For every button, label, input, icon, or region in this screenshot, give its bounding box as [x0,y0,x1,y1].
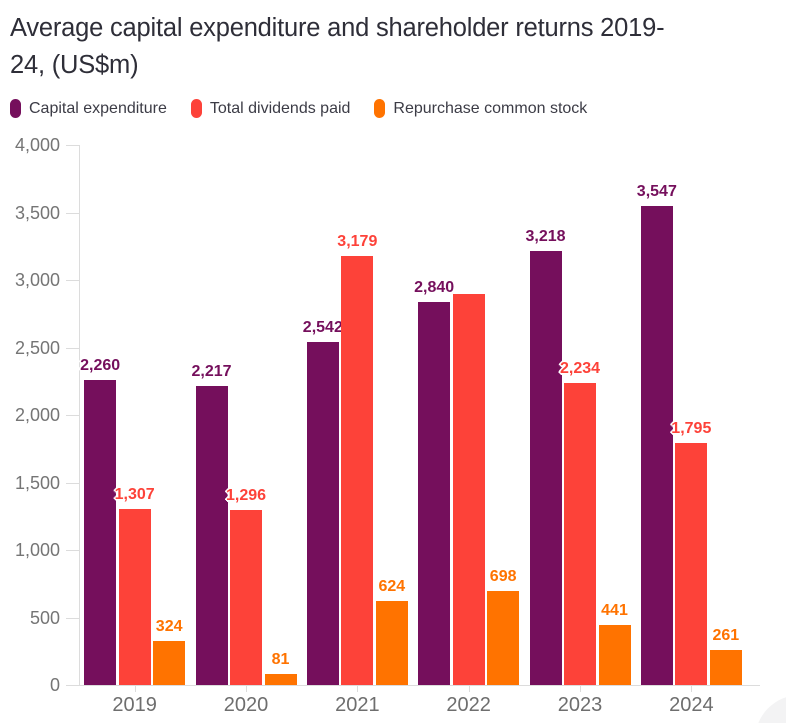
bar-value-label-capital-expenditure-2021: 2,542 [302,318,343,336]
y-axis-tick [66,280,79,281]
y-axis-tick-label: 500 [29,607,60,628]
bar-value-label-total-dividends-paid-2023: 2,234 [559,360,601,378]
x-axis-tick [468,686,470,692]
x-axis-line [79,685,760,686]
y-axis-tick [66,550,79,551]
bar-capital-expenditure-2023[interactable] [529,250,562,685]
y-axis-tick-label: 3,500 [14,202,60,223]
bar-value-label-repurchase-common-stock-2022: 698 [489,567,517,585]
bar-value-label-repurchase-common-stock-2023: 441 [601,602,628,620]
bar-total-dividends-paid-2023[interactable] [564,383,596,685]
bar-repurchase-common-stock-2019[interactable] [153,641,186,685]
x-axis-label: 2023 [557,694,603,716]
y-axis-tick-label: 2,000 [14,405,60,425]
repurchase-common-stock-swatch-icon [374,99,386,118]
bar-value-label-capital-expenditure-2022: 2,840 [414,278,455,296]
total-dividends-paid-swatch-icon [190,99,202,118]
y-axis-tick-label: 0 [49,675,60,695]
chart-title: Average capital expenditure and sharehol… [10,10,776,84]
x-axis-label: 2019 [112,694,157,716]
bar-value-label-repurchase-common-stock-2019: 324 [155,618,183,636]
x-axis-label: 2022 [446,694,491,716]
legend-item-label: Capital expenditure [29,99,167,117]
bar-repurchase-common-stock-2020[interactable] [264,674,297,685]
x-axis-label: 2020 [223,694,269,716]
bar-repurchase-common-stock-2024[interactable] [709,649,742,685]
x-axis-label: 2024 [669,694,714,716]
y-axis-tick-label: 2,500 [14,337,60,358]
legend-item-total-dividends-paid[interactable]: Total dividends paid [190,99,351,118]
bar-value-label-total-dividends-paid-2024: 1,795 [671,419,712,437]
bar-value-label-capital-expenditure-2020: 2,217 [191,362,232,380]
bar-capital-expenditure-2024[interactable] [640,206,673,685]
x-axis-tick [134,686,136,692]
legend-item-label: Total dividends paid [209,99,351,117]
chart-title-line2: 24, (US$m) [10,51,139,79]
chart-title-line1: Average capital expenditure and sharehol… [10,14,665,42]
x-axis-label: 2021 [335,694,380,716]
bar-total-dividends-paid-2024[interactable] [675,442,708,685]
y-axis-tick [66,617,79,619]
bar-total-dividends-paid-2022[interactable] [452,293,485,685]
legend-item-repurchase-common-stock[interactable]: Repurchase common stock [374,99,587,118]
x-axis-tick [246,686,247,692]
y-axis-tick-label: 1,500 [14,472,60,493]
bar-value-label-capital-expenditure-2024: 3,547 [636,183,677,201]
y-axis-tick [66,212,79,214]
y-axis-tick [66,415,79,416]
bar-repurchase-common-stock-2021[interactable] [375,600,408,685]
x-axis-tick [357,686,359,692]
bar-value-label-repurchase-common-stock-2020: 81 [271,651,290,669]
y-axis-tick [66,347,79,349]
bar-capital-expenditure-2021[interactable] [306,341,339,685]
x-axis-tick [580,686,581,692]
y-axis-tick-label: 4,000 [14,135,60,155]
x-axis-tick [691,686,693,692]
y-axis-tick [66,482,79,484]
legend-item-label: Repurchase common stock [393,99,588,117]
bar-total-dividends-paid-2021[interactable] [341,255,374,685]
bar-value-label-total-dividends-paid-2019: 1,307 [114,485,155,503]
bar-value-label-repurchase-common-stock-2021: 624 [378,577,406,595]
bar-value-label-total-dividends-paid-2020: 1,296 [225,487,267,505]
y-axis-tick-label: 1,000 [14,540,60,560]
bar-value-label-repurchase-common-stock-2024: 261 [712,626,740,644]
watermark-circle [755,695,786,723]
y-axis-tick [66,685,79,686]
bar-capital-expenditure-2022[interactable] [418,301,451,685]
bar-capital-expenditure-2019[interactable] [84,379,117,685]
bar-repurchase-common-stock-2023[interactable] [598,625,631,685]
bar-value-label-capital-expenditure-2023: 3,218 [525,227,566,245]
bar-value-label-capital-expenditure-2019: 2,260 [80,356,121,374]
y-axis-tick [66,145,79,146]
y-axis-tick-label: 3,000 [14,270,60,290]
bar-value-label-total-dividends-paid-2021: 3,179 [337,232,378,250]
bar-repurchase-common-stock-2022[interactable] [487,590,520,685]
y-axis-line [79,145,80,685]
legend: Capital expenditure Total dividends paid… [10,99,587,118]
bar-capital-expenditure-2020[interactable] [195,385,228,685]
bar-total-dividends-paid-2020[interactable] [230,510,262,685]
bar-total-dividends-paid-2019[interactable] [118,508,151,685]
legend-item-capital-expenditure[interactable]: Capital expenditure [10,99,167,118]
capital-expenditure-swatch-icon [10,99,21,118]
